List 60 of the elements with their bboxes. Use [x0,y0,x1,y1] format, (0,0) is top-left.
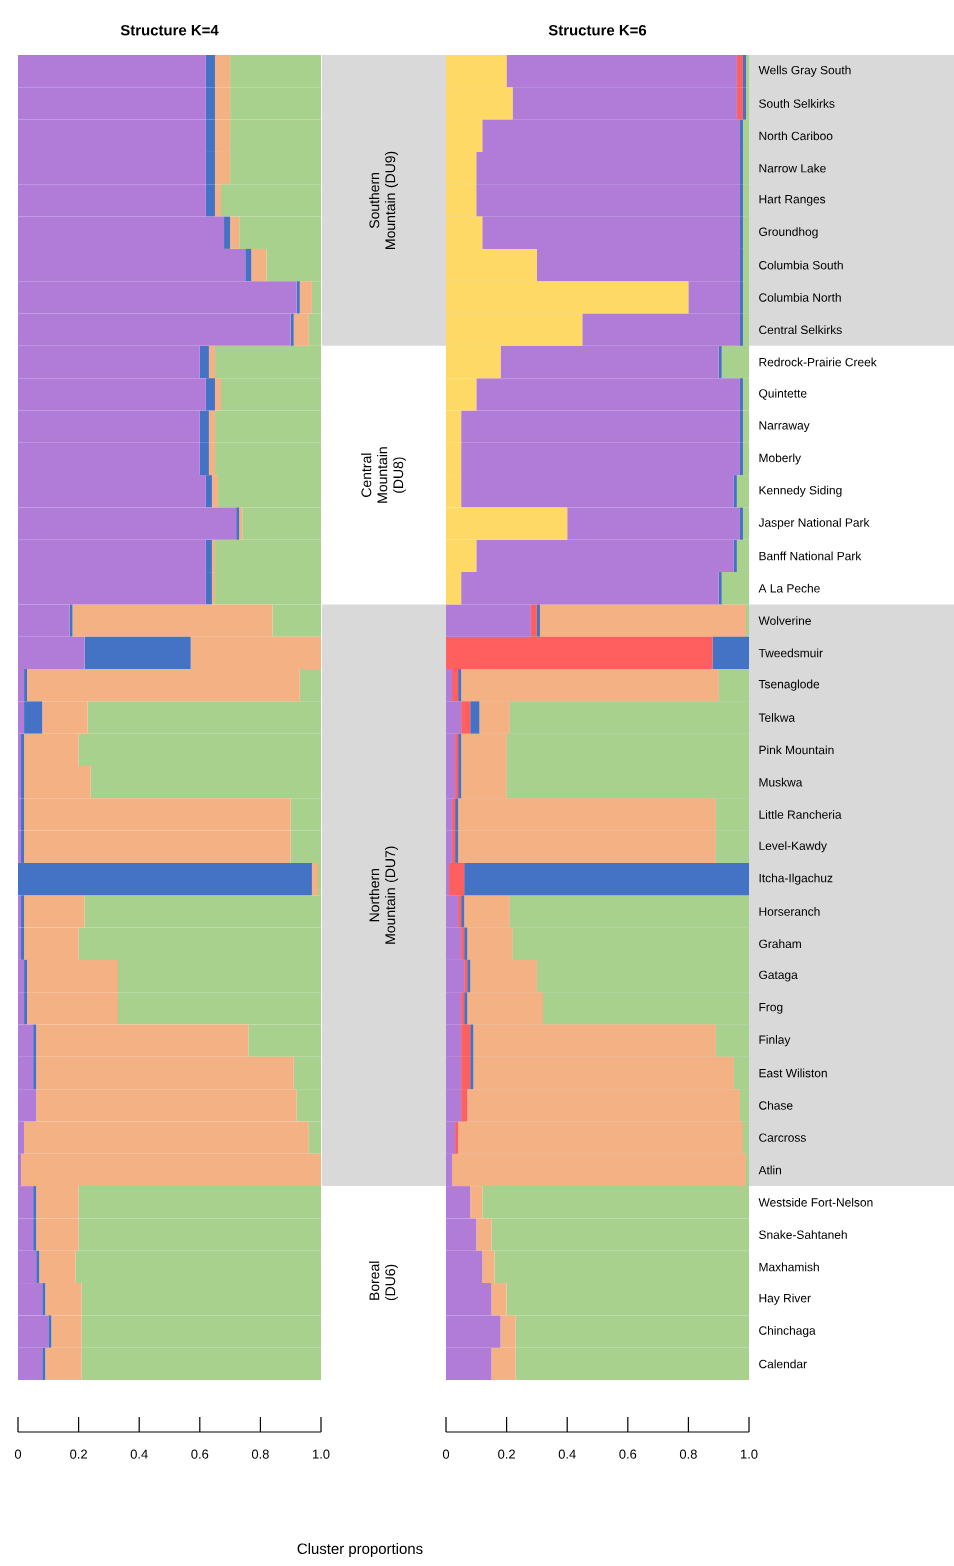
x-tick-label: 0.4 [558,1449,576,1459]
y-tick-label: Gataga [759,970,798,982]
y-tick-label: Little Rancheria [759,810,842,819]
y-tick-label: Moberly [759,453,802,465]
x-tick-label: 1.0 [740,1449,758,1459]
y-tick-label: Frog [759,1003,783,1014]
y-tick-label: Westside Fort-Nelson [758,1197,873,1207]
text: Boreal (DU6) [369,1261,398,1301]
y-tick-label: Columbia North [759,292,841,302]
y-tick-label: Atlin [758,1165,782,1175]
y-tick-label: Narrow Lake [759,163,826,173]
y-tick-label: Graham [759,939,801,949]
y-tick-label: Kennedy Siding [759,485,842,497]
y-tick-label: Narraway [759,421,810,432]
y-tick-label: Hart Ranges [759,195,826,206]
x-tick-label: 0.8 [251,1449,269,1459]
y-tick-label: North Cariboo [759,131,833,141]
y-tick-label: Redrock-Prairie Creek [759,357,877,367]
y-tick-label: Horseranch [759,907,820,916]
y-tick-label: Hay River [759,1293,811,1305]
x-tick-label: 0.2 [498,1449,515,1459]
y-tick-label: Carcross [759,1133,806,1142]
y-tick-label: Snake-Sahtaneh [759,1230,847,1239]
y-tick-label: Muskwa [759,777,803,787]
y-tick-label: A La Peche [758,583,820,593]
y-tick-label: Tsenaglode [758,679,820,691]
y-tick-label: South Selkirks [759,99,835,108]
x-tick-label: 0 [14,1449,22,1459]
y-tick-label: Telkwa [758,713,796,722]
x-tick-label: 0.6 [619,1449,637,1459]
y-tick-label: Banff National Park [759,551,862,561]
y-tick-label: Tweedsmuir [758,648,823,658]
y-tick-label: Columbia South [759,260,843,270]
y-tick-label: Level-Kawdy [759,841,827,853]
text: Southern Mountain (DU9) [369,151,398,249]
y-tick-label: East Wiliston [759,1068,827,1078]
x-tick-label: 1.0 [312,1449,330,1459]
x-tick-label: 0.4 [130,1449,148,1459]
y-tick-label: Itcha-Ilgachuz [759,873,833,885]
y-tick-label: Chase [759,1100,793,1110]
y-tick-label: Maxhamish [759,1262,819,1272]
y-tick-label: Chinchaga [759,1325,816,1338]
chart-title: Structure K=4 [120,24,219,36]
x-axis-title: Cluster proportions [297,1543,423,1557]
y-tick-label: Pink Mountain [759,745,834,755]
chart-title: Structure K=6 [548,24,647,36]
text: Central Mountain (DU8) [361,447,406,503]
y-tick-label: Jasper National Park [758,518,870,530]
y-tick-label: Wells Gray South [758,65,851,77]
y-tick-label: Calendar [759,1359,807,1369]
y-tick-label: Groundhog [759,227,818,239]
x-tick-label: 0.6 [191,1449,209,1459]
y-tick-label: Finlay [759,1035,791,1047]
y-tick-label: Quintette [759,388,807,400]
y-tick-label: Wolverine [758,616,811,625]
text: Northern Mountain (DU7) [369,846,398,944]
x-tick-label: 0 [442,1449,450,1459]
y-tick-label: Central Selkirks [759,325,842,335]
x-tick-label: 0.8 [679,1449,697,1459]
x-tick-label: 0.2 [70,1449,87,1459]
